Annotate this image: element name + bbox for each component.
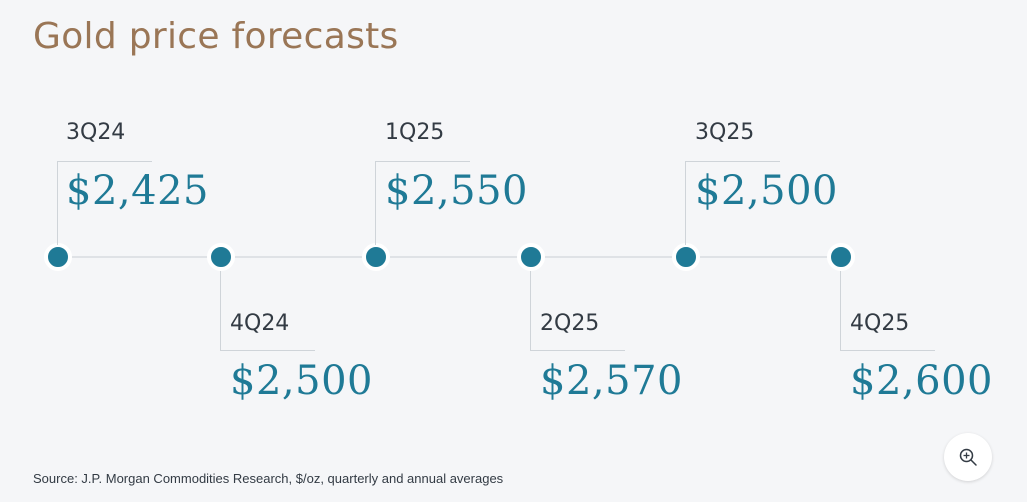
timeline-line — [58, 256, 842, 258]
connector-line — [530, 350, 625, 351]
connector-line — [840, 271, 841, 351]
quarter-label-1q25: 1Q25 — [385, 120, 445, 145]
quarter-label-4q25: 4Q25 — [850, 311, 910, 336]
price-2q25: $2,570 — [540, 358, 683, 404]
quarter-label-3q25: 3Q25 — [695, 120, 755, 145]
timeline-dot-3q24 — [44, 243, 72, 271]
connector-line — [375, 161, 470, 162]
zoom-in-icon — [959, 448, 977, 466]
connector-line — [685, 161, 686, 245]
price-3q25: $2,500 — [695, 168, 838, 214]
timeline-dot-4q25 — [827, 243, 855, 271]
timeline-dot-1q25 — [362, 243, 390, 271]
timeline-dot-3q25 — [672, 243, 700, 271]
connector-line — [685, 161, 780, 162]
connector-line — [220, 271, 221, 351]
price-3q24: $2,425 — [66, 168, 209, 214]
connector-line — [840, 350, 935, 351]
timeline-dot-4q24 — [207, 243, 235, 271]
page-title: Gold price forecasts — [33, 16, 399, 57]
connector-line — [375, 161, 376, 245]
price-4q24: $2,500 — [230, 358, 373, 404]
zoom-button[interactable] — [944, 433, 992, 481]
timeline-dot-2q25 — [517, 243, 545, 271]
quarter-label-2q25: 2Q25 — [540, 311, 600, 336]
connector-line — [57, 161, 152, 162]
source-note: Source: J.P. Morgan Commodities Research… — [33, 471, 504, 486]
price-4q25: $2,600 — [850, 358, 993, 404]
price-1q25: $2,550 — [385, 168, 528, 214]
connector-line — [220, 350, 315, 351]
connector-line — [57, 161, 58, 245]
connector-line — [530, 271, 531, 351]
quarter-label-4q24: 4Q24 — [230, 311, 290, 336]
quarter-label-3q24: 3Q24 — [66, 120, 126, 145]
